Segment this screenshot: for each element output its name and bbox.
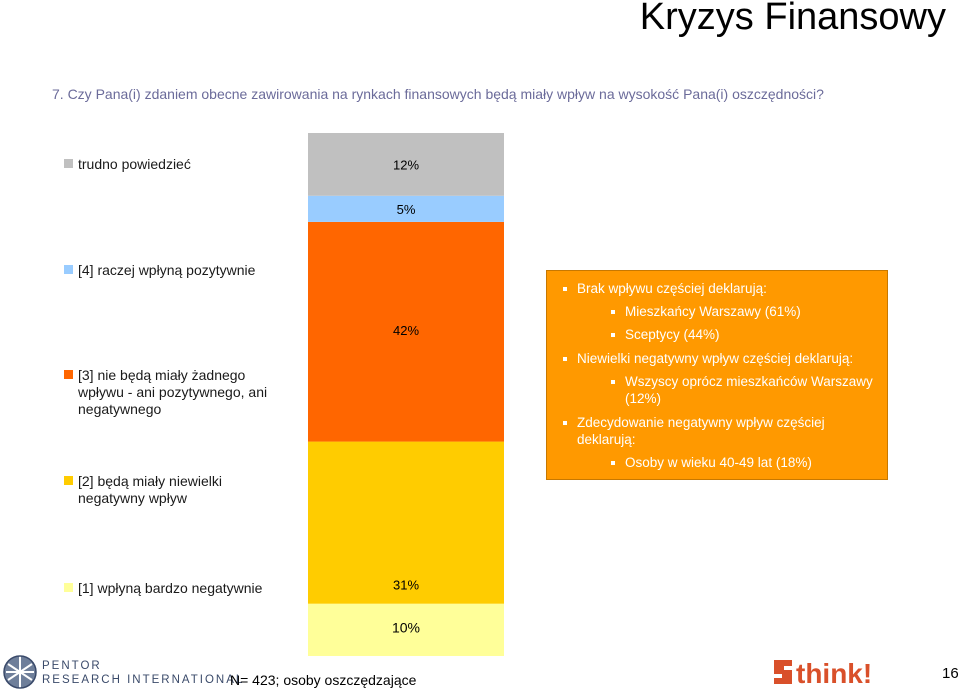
- insight-line-2-sub-1: Wszyscy oprócz mieszkańców Warszawy (12%…: [555, 373, 879, 407]
- bar-segment-4: [308, 133, 504, 196]
- pentor-logo-line-1: PENTOR: [42, 660, 102, 672]
- legend-swatch: [64, 370, 73, 379]
- bullet-icon: [563, 287, 567, 291]
- legend-swatch: [64, 265, 73, 274]
- legend-swatch: [64, 583, 73, 592]
- pentor-globe-icon: [3, 655, 37, 689]
- think-logo: think!: [772, 654, 886, 690]
- bullet-icon: [611, 461, 615, 465]
- question-text: 7. Czy Pana(i) zdaniem obecne zawirowani…: [52, 86, 824, 102]
- bullet-icon: [563, 357, 567, 361]
- page-number: 16: [942, 665, 959, 682]
- data-label-2: 42%: [393, 323, 419, 338]
- data-label-1: 31%: [393, 578, 419, 593]
- pentor-logo-line-2: RESEARCH INTERNATIONAL: [42, 674, 245, 686]
- insight-line-1: Brak wpływu częściej deklarują:: [555, 280, 879, 297]
- insight-box: Brak wpływu częściej deklarują: Mieszkań…: [546, 270, 888, 480]
- page-title: Kryzys Finansowy: [639, 0, 946, 38]
- think-logo-text: think!: [796, 658, 872, 689]
- insight-line-1-sub-1: Mieszkańcy Warszawy (61%): [555, 303, 879, 320]
- sample-size-note: N= 423; osoby oszczędzające: [230, 672, 417, 688]
- data-label-4: 12%: [393, 157, 419, 172]
- legend-label: [4] raczej wpłyną pozytywnie: [78, 262, 256, 278]
- bar-segment-0: [308, 603, 504, 656]
- insight-line-2: Niewielki negatywny wpływ częściej dekla…: [555, 350, 879, 367]
- data-label-3: 5%: [397, 202, 416, 217]
- bullet-icon: [611, 310, 615, 314]
- pentor-logo: PENTOR RESEARCH INTERNATIONAL: [2, 652, 242, 696]
- bullet-icon: [611, 380, 615, 384]
- bar-segment-3: [308, 195, 504, 222]
- legend-label: [3] nie będą miały żadnego wpływu - ani …: [78, 367, 268, 417]
- legend-swatch: [64, 476, 73, 485]
- bar-segment-1: [308, 441, 504, 604]
- bar-segment-2: [308, 221, 504, 442]
- legend-label: [1] wpłyną bardzo negatywnie: [78, 580, 263, 596]
- legend-swatch: [64, 159, 73, 168]
- insight-line-1-sub-2: Sceptycy (44%): [555, 326, 879, 343]
- legend-label: trudno powiedzieć: [78, 156, 191, 172]
- think-logo-graphic: think!: [774, 658, 872, 689]
- legend-label: [2] będą miały niewielki negatywny wpływ: [78, 473, 222, 506]
- bullet-icon: [563, 421, 567, 425]
- data-label-0: 10%: [392, 619, 420, 635]
- bullet-icon: [611, 333, 615, 337]
- insight-line-3: Zdecydowanie negatywny wpływ częściej de…: [555, 414, 879, 448]
- insight-line-3-sub-1: Osoby w wieku 40-49 lat (18%): [555, 454, 879, 471]
